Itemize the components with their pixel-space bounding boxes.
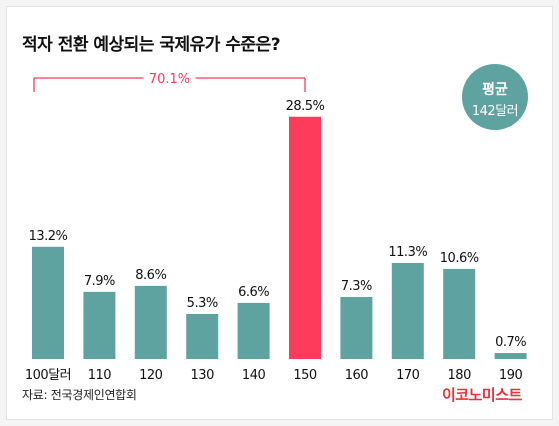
data-label: 6.6% [238, 285, 269, 300]
bar [340, 296, 373, 359]
bar [443, 268, 476, 359]
data-label: 11.3% [388, 245, 427, 260]
sum-bracket: 70.1% [33, 72, 306, 92]
category-label: 180 [448, 368, 472, 383]
bar [494, 353, 527, 359]
category-label: 150 [293, 368, 317, 383]
average-badge: 평균 142달러 [462, 64, 528, 130]
data-label: 7.9% [84, 274, 115, 289]
data-label: 5.3% [187, 296, 218, 311]
category-label: 100달러 [25, 368, 71, 383]
bar [237, 302, 270, 359]
data-label: 8.6% [135, 268, 166, 283]
bracket-label: 70.1% [149, 72, 190, 87]
category-label: 140 [242, 368, 266, 383]
data-label: 10.6% [440, 251, 479, 266]
category-label: 110 [88, 368, 112, 383]
category-label: 170 [396, 368, 420, 383]
category-label: 130 [191, 368, 215, 383]
category-label: 120 [139, 368, 163, 383]
bar [186, 313, 219, 359]
category-label: 190 [499, 368, 523, 383]
bar [134, 285, 167, 359]
data-label: 28.5% [286, 99, 325, 114]
bars-group: 13.2% 100달러 7.9% 110 8.6% 120 5.3% 130 6.6% 140 28… [25, 99, 527, 383]
bar [289, 116, 321, 359]
data-label: 13.2% [29, 229, 68, 244]
data-label: 7.3% [341, 279, 372, 294]
average-badge-value: 142달러 [471, 104, 519, 119]
bar [391, 262, 424, 359]
chart-title: 적자 전환 예상되는 국제유가 수준은? [22, 35, 281, 55]
average-badge-label: 평균 [482, 82, 508, 98]
data-label: 0.7% [495, 335, 526, 350]
bar [83, 291, 116, 359]
brand-logo: 이코노미스트 [442, 386, 522, 404]
category-label: 160 [345, 368, 369, 383]
bar [32, 246, 64, 359]
source-note: 자료: 전국경제인연합회 [22, 388, 137, 402]
